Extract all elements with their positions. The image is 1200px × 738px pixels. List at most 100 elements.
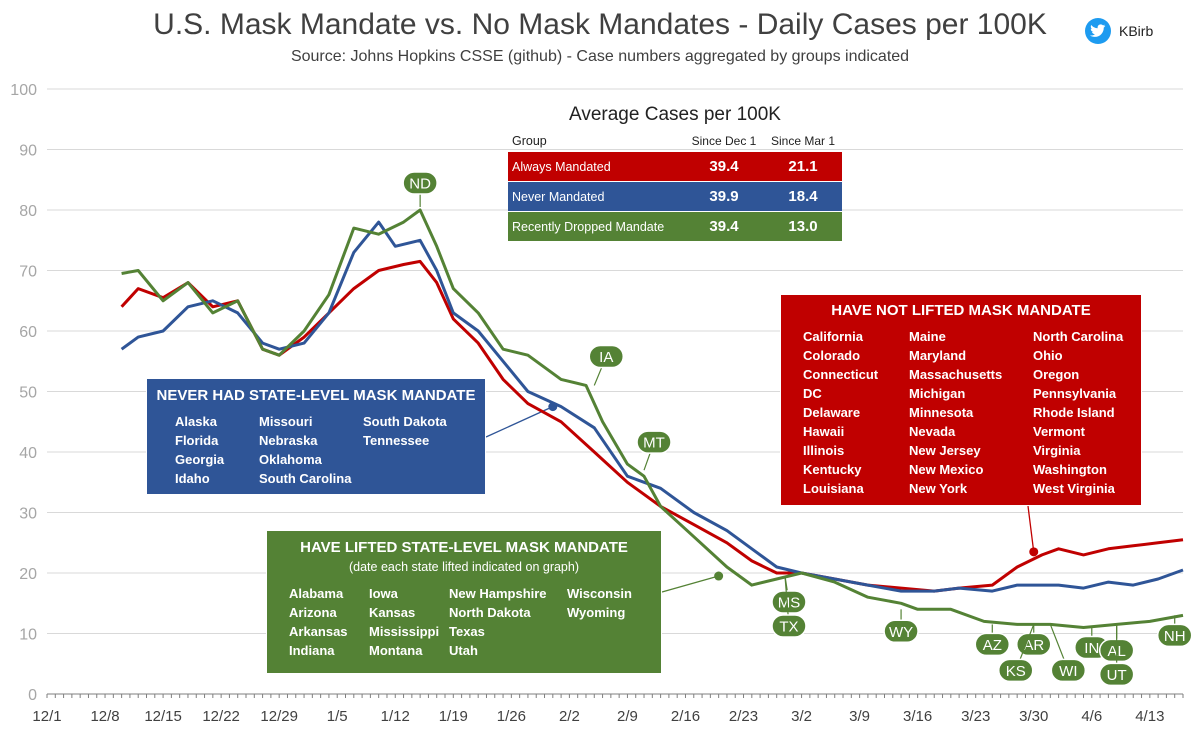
x-tick-label: 1/12: [381, 708, 410, 725]
state-name: Maine: [909, 329, 946, 344]
annotation-label: AZ: [983, 637, 1002, 654]
series-line: [120, 220, 1184, 593]
average-table-title: Average Cases per 100K: [569, 104, 781, 125]
twitter-handle: KBirb: [1119, 23, 1154, 39]
not-lifted-mandate-box: HAVE NOT LIFTED MASK MANDATE California C…: [780, 294, 1142, 506]
annotation-pill: [588, 344, 625, 369]
state-name: Arizona: [289, 605, 337, 620]
table-row: Always Mandated 39.4 21.1: [508, 152, 842, 182]
state-name: New York: [909, 481, 968, 496]
row-group: Always Mandated: [512, 159, 611, 174]
annotation-pill: [1156, 623, 1193, 648]
header-group: Group: [512, 134, 547, 148]
state-name: Iowa: [369, 586, 398, 601]
x-tick-label: 12/1: [32, 708, 61, 725]
x-tick-label: 3/2: [791, 708, 812, 725]
not-lifted-title: HAVE NOT LIFTED MASK MANDATE: [831, 302, 1091, 319]
state-name: South Dakota: [363, 414, 447, 429]
state-name: Georgia: [175, 452, 225, 467]
table-row: Never Mandated 39.9 18.4: [508, 182, 842, 212]
x-tick-label: 1/26: [497, 708, 526, 725]
y-tick-label: 50: [19, 385, 37, 402]
state-name: Kentucky: [803, 462, 862, 477]
state-name: Alabama: [289, 586, 344, 601]
state-name: New Hampshire: [449, 586, 547, 601]
annotation-label: AR: [1023, 637, 1044, 654]
never-had-mandate-box: NEVER HAD STATE-LEVEL MASK MANDATE Alask…: [146, 378, 486, 495]
state-name: Utah: [449, 643, 478, 658]
never-had-title: NEVER HAD STATE-LEVEL MASK MANDATE: [156, 387, 476, 404]
not-lifted-marker: [1029, 547, 1039, 557]
y-tick-label: 30: [19, 506, 37, 523]
state-name: California: [803, 329, 863, 344]
state-name: Washington: [1033, 462, 1107, 477]
state-name: Kansas: [369, 605, 416, 620]
state-column: North Carolina Ohio Oregon Pennsylvania Rhod…: [1033, 327, 1139, 498]
state-name: New Mexico: [909, 462, 984, 477]
box-connectors: [485, 402, 1039, 593]
y-tick-label: 20: [19, 566, 37, 583]
x-tick-label: 12/22: [202, 708, 240, 725]
x-tick-label: 2/23: [729, 708, 758, 725]
annotation-label: MT: [643, 435, 665, 452]
x-tick-label: 4/6: [1081, 708, 1102, 725]
annotation-pill: [771, 614, 807, 638]
not-lifted-connector: [1027, 505, 1035, 552]
state-column: Iowa Kansas Mississippi Montana: [369, 584, 449, 660]
annotation-label: IA: [599, 349, 613, 366]
state-name: Vermont: [1033, 424, 1086, 439]
state-name: Massachusetts: [909, 367, 1003, 382]
state-name: West Virginia: [1033, 481, 1115, 496]
row-since-mar1: 18.4: [788, 188, 818, 205]
twitter-credit[interactable]: KBirb: [1085, 18, 1153, 44]
state-column: South Dakota Tennessee: [363, 412, 447, 488]
lifted-subtitle: (date each state lifted indicated on gra…: [348, 560, 579, 574]
annotation-pill: [1098, 662, 1135, 687]
x-tick-label: 12/15: [144, 708, 182, 725]
y-tick-label: 100: [10, 82, 37, 99]
state-column: Missouri Nebraska Oklahoma South Carolina: [259, 412, 363, 488]
header-since-mar1: Since Mar 1: [770, 134, 836, 148]
state-name: Wisconsin: [567, 586, 632, 601]
state-name: New Jersey: [909, 443, 981, 458]
annotation-label: ND: [409, 175, 431, 192]
state-name: Idaho: [175, 471, 210, 486]
y-tick-label: 10: [19, 627, 37, 644]
x-tick-label: 12/8: [90, 708, 119, 725]
annotation-pill: [636, 430, 672, 454]
state-name: Ohio: [1033, 348, 1063, 363]
twitter-bird-icon: [1085, 18, 1111, 44]
annotation-pill: [771, 590, 807, 614]
average-table-header: Group Since Dec 1 Since Mar 1: [508, 134, 842, 152]
x-tick-label: 3/16: [903, 708, 932, 725]
never-had-state-list: Alaska Florida Georgia Idaho Missouri Nebrask…: [175, 412, 485, 488]
lifted-marker: [714, 571, 724, 581]
state-name: Connecticut: [803, 367, 879, 382]
state-name: Illinois: [803, 443, 845, 458]
state-name: Pennsylvania: [1033, 386, 1117, 401]
state-name: Texas: [449, 624, 485, 639]
annotation-pill: [883, 619, 919, 644]
state-name: Virginia: [1033, 443, 1081, 458]
x-tick-label: 3/23: [961, 708, 990, 725]
y-tick-label: 80: [19, 203, 37, 220]
x-tick-label: 3/9: [849, 708, 870, 725]
state-name: Colorado: [803, 348, 861, 363]
state-column: New Hampshire North Dakota Texas Utah: [449, 584, 567, 660]
y-tick-label: 0: [28, 687, 37, 704]
y-tick-label: 90: [19, 143, 37, 160]
state-name: Tennessee: [363, 433, 430, 448]
series-line: [121, 208, 1184, 629]
x-tick-label: 12/29: [260, 708, 298, 725]
state-name: South Carolina: [259, 471, 352, 486]
lifted-mandate-box: HAVE LIFTED STATE-LEVEL MASK MANDATE (da…: [266, 530, 662, 674]
state-name: Nevada: [909, 424, 956, 439]
state-column: Alabama Arizona Arkansas Indiana: [289, 584, 369, 660]
header-since-dec1: Since Dec 1: [691, 134, 757, 148]
state-name: Arkansas: [289, 624, 348, 639]
annotation-label: MS: [778, 595, 801, 612]
series-lines: [120, 208, 1184, 629]
state-name: Rhode Island: [1033, 405, 1115, 420]
